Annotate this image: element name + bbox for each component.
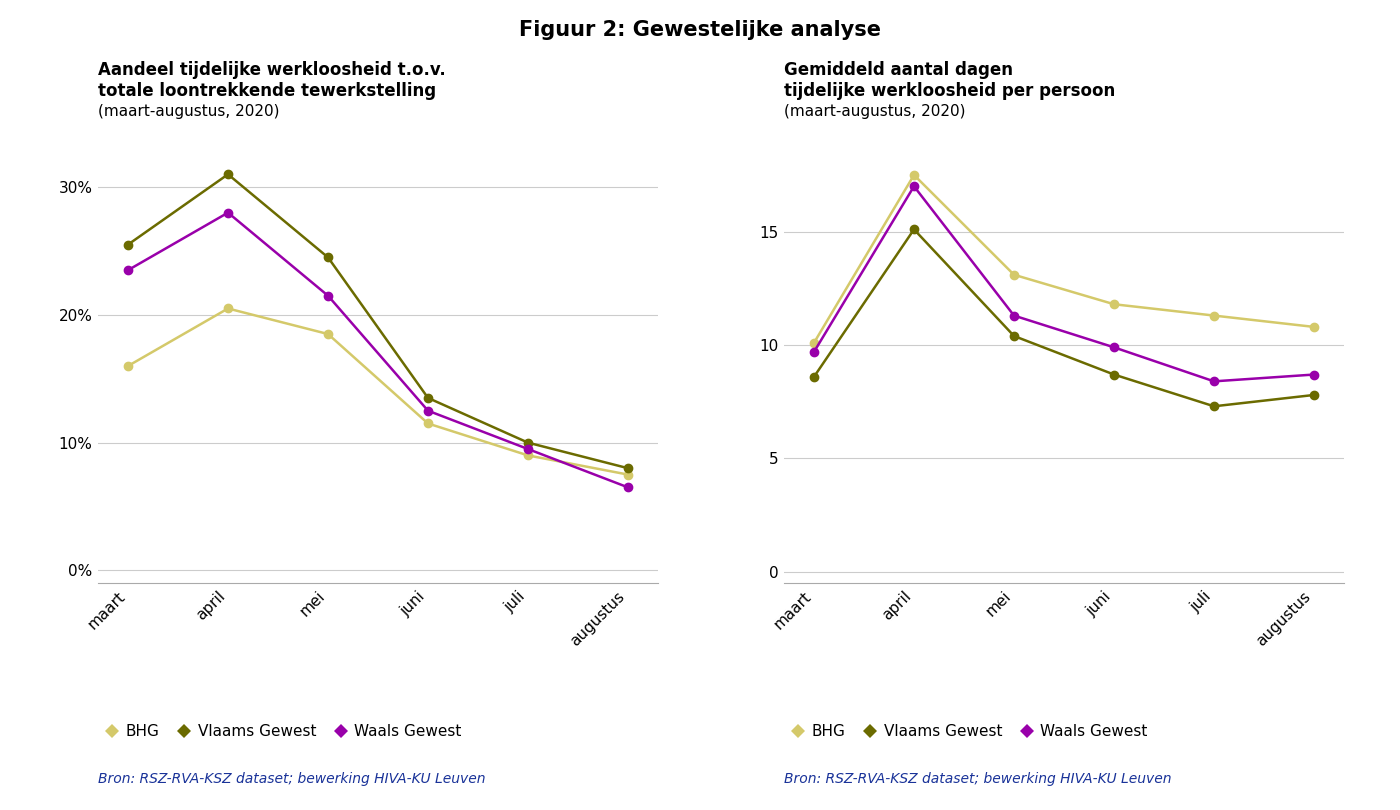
Text: Bron: RSZ-RVA-KSZ dataset; bewerking HIVA-KU Leuven: Bron: RSZ-RVA-KSZ dataset; bewerking HIV…: [784, 772, 1172, 786]
Legend: BHG, Vlaams Gewest, Waals Gewest: BHG, Vlaams Gewest, Waals Gewest: [105, 724, 462, 740]
Text: (maart-augustus, 2020): (maart-augustus, 2020): [784, 104, 966, 119]
Text: Gemiddeld aantal dagen
tijdelijke werkloosheid per persoon: Gemiddeld aantal dagen tijdelijke werklo…: [784, 61, 1116, 100]
Text: (maart-augustus, 2020): (maart-augustus, 2020): [98, 104, 280, 119]
Text: Figuur 2: Gewestelijke analyse: Figuur 2: Gewestelijke analyse: [519, 20, 881, 40]
Text: Bron: RSZ-RVA-KSZ dataset; bewerking HIVA-KU Leuven: Bron: RSZ-RVA-KSZ dataset; bewerking HIV…: [98, 772, 486, 786]
Legend: BHG, Vlaams Gewest, Waals Gewest: BHG, Vlaams Gewest, Waals Gewest: [791, 724, 1148, 740]
Text: Aandeel tijdelijke werkloosheid t.o.v.
totale loontrekkende tewerkstelling: Aandeel tijdelijke werkloosheid t.o.v. t…: [98, 61, 445, 100]
